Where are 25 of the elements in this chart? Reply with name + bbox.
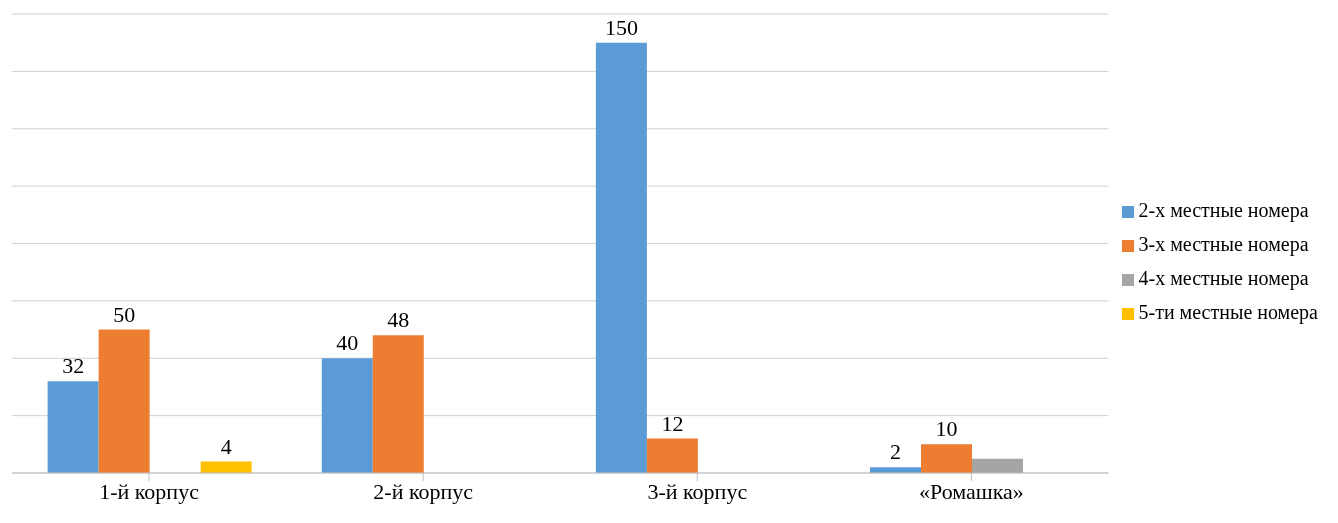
bar — [372, 335, 424, 473]
data-label: 10 — [935, 416, 958, 442]
legend-label: 3-х местные номера — [1138, 232, 1309, 255]
data-label: 2 — [890, 439, 901, 465]
legend-label: 5-ти местные номера — [1138, 300, 1318, 323]
bar — [921, 444, 972, 473]
x-tick-label: 2-й корпус — [373, 478, 474, 504]
bar — [595, 42, 647, 473]
x-tick-label: 3-й корпус — [647, 478, 748, 504]
bar — [646, 438, 698, 473]
data-label: 32 — [62, 353, 85, 379]
data-label: 50 — [113, 301, 136, 327]
bar — [321, 358, 373, 473]
legend-label: 2-х местные номера — [1138, 198, 1309, 221]
bar — [972, 458, 1023, 473]
x-tick-label: 1-й корпус — [99, 478, 200, 504]
bar — [47, 381, 99, 473]
data-label: 150 — [604, 14, 638, 40]
legend-label: 4-х местные номера — [1138, 266, 1309, 289]
bar — [98, 329, 150, 473]
data-label: 4 — [220, 433, 232, 459]
data-label: 12 — [661, 410, 684, 436]
data-label: 48 — [387, 307, 410, 333]
x-tick-label: «Ромашка» — [918, 478, 1024, 504]
data-label: 40 — [336, 330, 359, 356]
